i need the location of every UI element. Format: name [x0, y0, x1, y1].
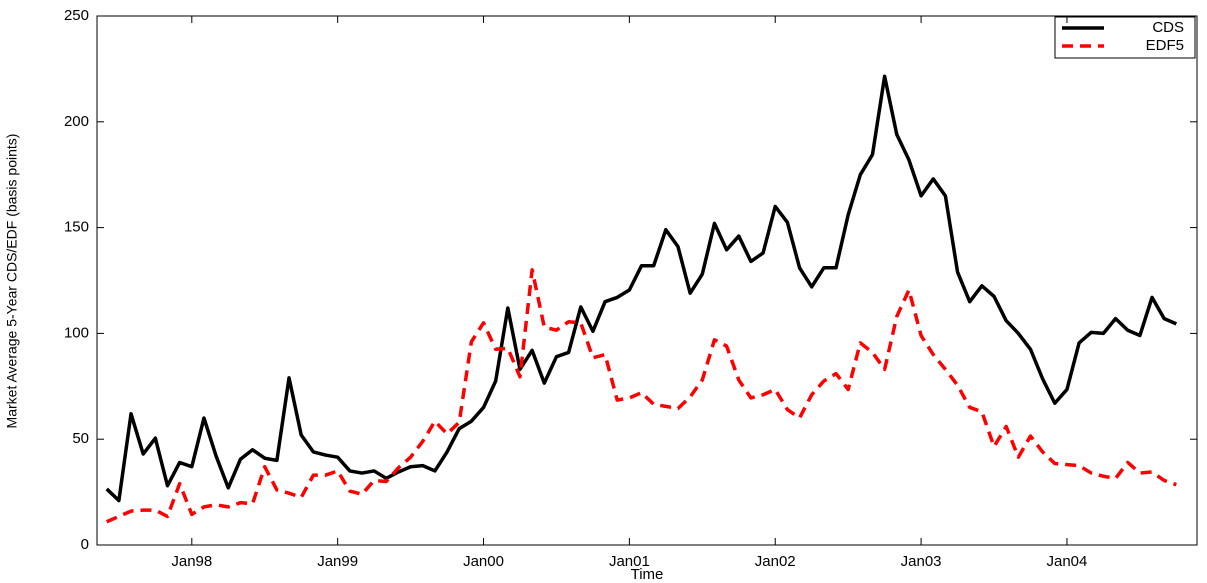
y-tick-label: 100: [64, 324, 89, 341]
legend-label: EDF5: [1146, 37, 1184, 54]
y-tick-label: 50: [72, 430, 89, 447]
x-tick-label: Jan98: [171, 553, 212, 570]
x-tick-label: Jan00: [463, 553, 504, 570]
x-tick-label: Jan02: [755, 553, 796, 570]
x-tick-label: Jan03: [901, 553, 942, 570]
series-line: [105, 74, 1178, 503]
x-tick-label: Jan04: [1047, 553, 1088, 570]
series-line: [106, 268, 1177, 524]
x-tick-label: Jan99: [317, 553, 358, 570]
plot-frame: [96, 15, 1198, 546]
x-axis-label: Time: [631, 566, 664, 583]
y-axis-label: Market Average 5-Year CDS/EDF (basis poi…: [4, 134, 20, 429]
legend-label: CDS: [1152, 19, 1184, 36]
y-tick-label: 200: [64, 113, 89, 130]
x-tick-label: Jan01: [609, 553, 650, 570]
y-tick-label: 150: [64, 219, 89, 236]
legend-box: [1054, 16, 1196, 59]
y-tick-label: 250: [64, 7, 89, 24]
y-tick-label: 0: [81, 536, 89, 553]
